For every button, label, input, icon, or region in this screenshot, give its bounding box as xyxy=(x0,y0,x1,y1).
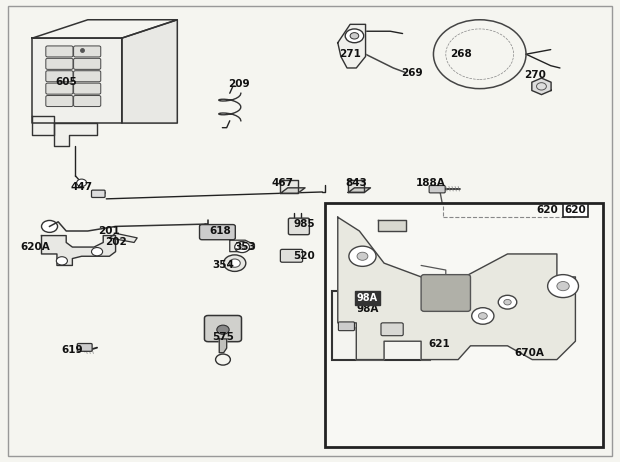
Text: 985: 985 xyxy=(293,219,314,229)
Circle shape xyxy=(217,325,229,334)
Polygon shape xyxy=(219,339,227,353)
FancyBboxPatch shape xyxy=(205,316,241,342)
Circle shape xyxy=(224,255,246,271)
Polygon shape xyxy=(338,217,575,359)
Circle shape xyxy=(239,245,245,249)
Circle shape xyxy=(472,308,494,324)
FancyBboxPatch shape xyxy=(46,46,73,57)
Polygon shape xyxy=(54,123,97,146)
FancyBboxPatch shape xyxy=(46,96,73,107)
Text: 620: 620 xyxy=(537,205,559,215)
Circle shape xyxy=(349,246,376,267)
Polygon shape xyxy=(109,233,137,243)
Text: 843: 843 xyxy=(345,178,367,188)
Circle shape xyxy=(235,242,249,253)
Circle shape xyxy=(547,274,578,298)
Polygon shape xyxy=(122,20,177,123)
Text: 269: 269 xyxy=(401,67,423,78)
Polygon shape xyxy=(280,181,298,193)
Circle shape xyxy=(56,257,68,265)
Text: 353: 353 xyxy=(234,242,256,252)
FancyBboxPatch shape xyxy=(339,322,355,331)
Circle shape xyxy=(229,259,241,267)
Polygon shape xyxy=(378,219,405,231)
Polygon shape xyxy=(42,236,115,266)
Bar xyxy=(326,203,603,447)
FancyBboxPatch shape xyxy=(46,58,73,69)
FancyBboxPatch shape xyxy=(429,186,445,193)
Circle shape xyxy=(42,220,58,232)
Polygon shape xyxy=(32,38,122,123)
Polygon shape xyxy=(32,20,177,38)
Circle shape xyxy=(557,281,569,291)
FancyBboxPatch shape xyxy=(74,96,101,107)
Polygon shape xyxy=(230,240,254,252)
FancyBboxPatch shape xyxy=(288,218,309,235)
Text: 209: 209 xyxy=(228,79,250,89)
Circle shape xyxy=(504,299,511,305)
Circle shape xyxy=(345,29,364,43)
FancyBboxPatch shape xyxy=(381,323,403,336)
Text: eReplacementParts.com: eReplacementParts.com xyxy=(216,214,404,229)
Text: 270: 270 xyxy=(525,70,546,80)
Circle shape xyxy=(498,295,516,309)
FancyBboxPatch shape xyxy=(280,249,303,262)
Polygon shape xyxy=(532,78,551,95)
FancyBboxPatch shape xyxy=(74,71,101,82)
Polygon shape xyxy=(348,181,365,193)
Text: 605: 605 xyxy=(55,77,77,87)
FancyBboxPatch shape xyxy=(46,71,73,82)
Text: 520: 520 xyxy=(293,251,315,261)
Circle shape xyxy=(357,252,368,260)
Text: 202: 202 xyxy=(105,237,126,248)
Text: 98A: 98A xyxy=(357,292,378,303)
Text: 620: 620 xyxy=(565,205,587,215)
Polygon shape xyxy=(32,116,54,134)
Polygon shape xyxy=(280,188,305,193)
Bar xyxy=(332,291,430,359)
FancyBboxPatch shape xyxy=(74,46,101,57)
FancyBboxPatch shape xyxy=(74,83,101,94)
Text: 98A: 98A xyxy=(356,304,379,314)
FancyBboxPatch shape xyxy=(74,58,101,69)
Circle shape xyxy=(77,179,87,187)
Text: 618: 618 xyxy=(210,226,231,236)
Text: 620A: 620A xyxy=(20,242,50,252)
Text: 467: 467 xyxy=(271,178,293,188)
Text: 447: 447 xyxy=(71,182,93,192)
FancyBboxPatch shape xyxy=(46,83,73,94)
Text: 268: 268 xyxy=(450,49,472,59)
Text: 621: 621 xyxy=(429,339,451,348)
Circle shape xyxy=(92,248,103,256)
Text: 271: 271 xyxy=(339,49,361,59)
Circle shape xyxy=(479,313,487,319)
Circle shape xyxy=(350,33,359,39)
Text: 201: 201 xyxy=(99,226,120,236)
Text: 188A: 188A xyxy=(415,178,445,188)
Text: 575: 575 xyxy=(213,332,234,341)
Text: 670A: 670A xyxy=(514,348,544,358)
Text: 619: 619 xyxy=(61,346,83,355)
FancyBboxPatch shape xyxy=(200,225,236,240)
FancyBboxPatch shape xyxy=(78,344,92,351)
FancyBboxPatch shape xyxy=(421,274,471,311)
Text: 354: 354 xyxy=(213,261,234,270)
Polygon shape xyxy=(338,24,366,68)
Polygon shape xyxy=(348,188,371,193)
FancyBboxPatch shape xyxy=(92,190,105,197)
